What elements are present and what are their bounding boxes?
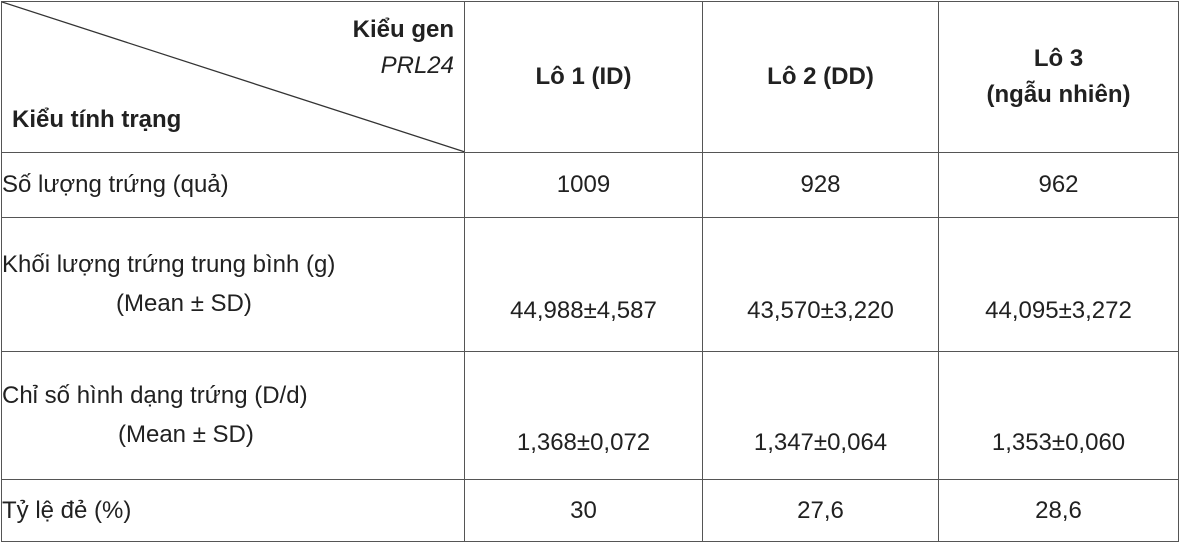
table-cell: 1,347±0,064: [702, 351, 939, 480]
table-cell: 1009: [464, 152, 703, 218]
table-row: Chỉ số hình dạng trứng (D/d) (Mean ± SD)…: [1, 351, 1179, 480]
diagonal-divider: [2, 2, 464, 152]
column-header-lot2: Lô 2 (DD): [702, 1, 939, 153]
row-label: Khối lượng trứng trung bình (g): [2, 251, 336, 278]
table-cell: 962: [938, 152, 1179, 218]
lot3-subtitle: (ngẫu nhiên): [986, 81, 1131, 108]
row-label: Tỷ lệ đẻ (%): [1, 479, 465, 542]
table-cell: 30: [464, 479, 703, 542]
table-cell: 1,368±0,072: [464, 351, 703, 480]
lot3-title: Lô 3: [1033, 45, 1084, 72]
row-label-cell: Chỉ số hình dạng trứng (D/d) (Mean ± SD): [1, 351, 465, 480]
corner-header-cell: Kiểu gen PRL24 Kiểu tính trạng: [1, 1, 465, 153]
header-row: Kiểu gen PRL24 Kiểu tính trạng Lô 1 (ID)…: [1, 1, 1179, 153]
column-header-lot3: Lô 3 (ngẫu nhiên): [938, 1, 1179, 153]
trait-type-header: Kiểu tính trạng: [12, 106, 182, 133]
row-label: Chỉ số hình dạng trứng (D/d): [2, 382, 308, 409]
table-cell: 44,988±4,587: [464, 217, 703, 352]
column-header-lot1: Lô 1 (ID): [464, 1, 703, 153]
table-cell: 27,6: [702, 479, 939, 542]
row-sublabel: (Mean ± SD): [116, 290, 252, 317]
table-row: Số lượng trứng (quả) 1009 928 962: [1, 152, 1179, 218]
table-cell: 43,570±3,220: [702, 217, 939, 352]
table-cell: 28,6: [938, 479, 1179, 542]
row-sublabel: (Mean ± SD): [118, 421, 254, 448]
table-cell: 1,353±0,060: [938, 351, 1179, 480]
table-cell: 44,095±3,272: [938, 217, 1179, 352]
row-label-cell: Khối lượng trứng trung bình (g) (Mean ± …: [1, 217, 465, 352]
table-row: Khối lượng trứng trung bình (g) (Mean ± …: [1, 217, 1179, 352]
row-label: Số lượng trứng (quả): [1, 152, 465, 218]
genotype-header: Kiểu gen PRL24: [353, 12, 454, 84]
table-row: Tỷ lệ đẻ (%) 30 27,6 28,6: [1, 479, 1179, 542]
genotype-label: Kiểu gen: [352, 16, 454, 43]
table-cell: 928: [702, 152, 939, 218]
gene-name: PRL24: [380, 52, 454, 79]
